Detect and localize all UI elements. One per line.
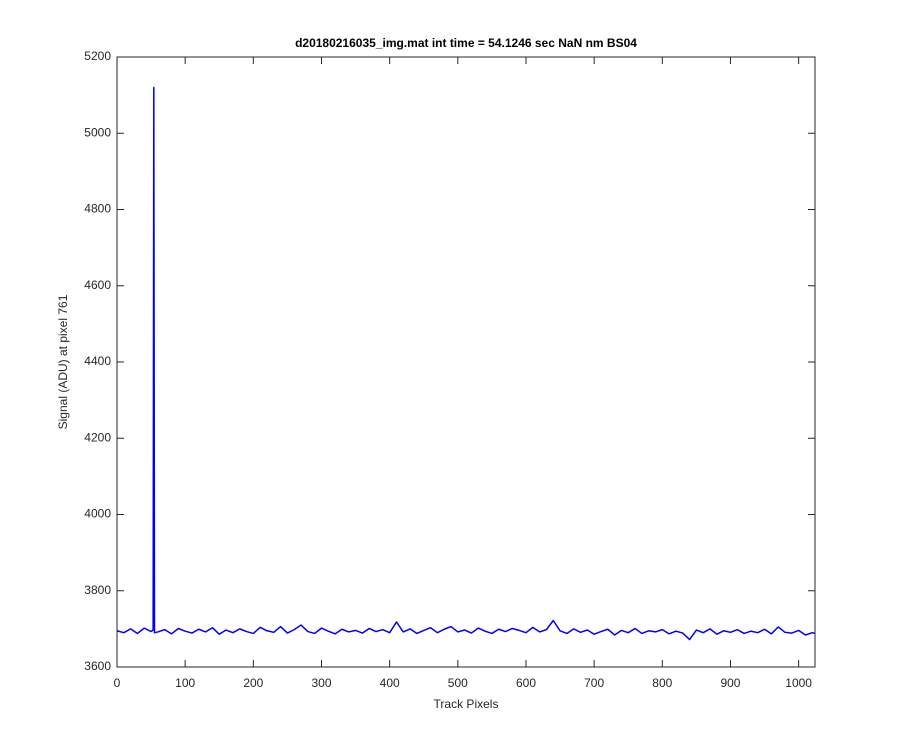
y-tick-label: 4200 bbox=[84, 430, 111, 444]
y-tick-label: 4000 bbox=[84, 507, 111, 521]
x-tick-label: 800 bbox=[652, 676, 672, 690]
x-axis-label: Track Pixels bbox=[434, 697, 499, 711]
x-tick-label: 700 bbox=[584, 676, 604, 690]
x-tick-label: 200 bbox=[243, 676, 263, 690]
y-tick-label: 4800 bbox=[84, 202, 111, 216]
data-line bbox=[116, 86, 816, 641]
x-tick-label: 400 bbox=[380, 676, 400, 690]
y-tick-label: 3800 bbox=[84, 583, 111, 597]
x-tick-label: 600 bbox=[516, 676, 536, 690]
y-tick-label: 4600 bbox=[84, 278, 111, 292]
y-tick-label: 5200 bbox=[84, 49, 111, 63]
x-tick-label: 300 bbox=[311, 676, 331, 690]
chart-title: d20180216035_img.mat int time = 54.1246 … bbox=[295, 36, 637, 50]
y-tick-label: 5000 bbox=[84, 125, 111, 139]
x-tick-label: 1000 bbox=[785, 676, 812, 690]
x-tick-label: 0 bbox=[114, 676, 121, 690]
y-axis-label: Signal (ADU) at pixel 761 bbox=[56, 294, 70, 429]
x-tick-label: 900 bbox=[720, 676, 740, 690]
x-tick-label: 500 bbox=[448, 676, 468, 690]
axes-box bbox=[116, 56, 816, 668]
y-tick-label: 4400 bbox=[84, 354, 111, 368]
y-tick-label: 3600 bbox=[84, 659, 111, 673]
x-tick-label: 100 bbox=[175, 676, 195, 690]
